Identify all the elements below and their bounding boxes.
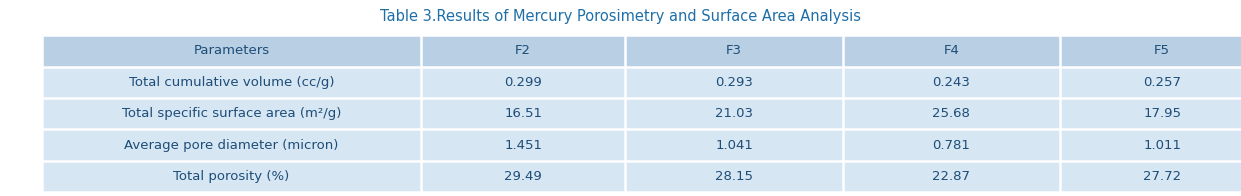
Bar <box>42 129 421 161</box>
Text: F4: F4 <box>943 44 959 57</box>
Bar <box>1060 98 1241 129</box>
Text: 16.51: 16.51 <box>504 107 542 120</box>
Bar <box>843 129 1060 161</box>
Text: 0.781: 0.781 <box>932 139 970 152</box>
Text: Table 3.Results of Mercury Porosimetry and Surface Area Analysis: Table 3.Results of Mercury Porosimetry a… <box>380 9 861 24</box>
Text: 25.68: 25.68 <box>932 107 970 120</box>
Text: 1.041: 1.041 <box>715 139 753 152</box>
Bar <box>42 67 421 98</box>
Text: 1.451: 1.451 <box>504 139 542 152</box>
Bar <box>625 161 843 192</box>
Text: Total cumulative volume (cc/g): Total cumulative volume (cc/g) <box>129 76 334 89</box>
Text: 0.257: 0.257 <box>1143 76 1181 89</box>
Bar <box>1060 67 1241 98</box>
Bar <box>421 35 625 67</box>
Text: 17.95: 17.95 <box>1143 107 1181 120</box>
Text: 0.243: 0.243 <box>932 76 970 89</box>
Text: F5: F5 <box>1154 44 1170 57</box>
Text: 29.49: 29.49 <box>504 170 542 183</box>
Text: Total specific surface area (m²/g): Total specific surface area (m²/g) <box>122 107 341 120</box>
Text: Total porosity (%): Total porosity (%) <box>174 170 289 183</box>
Bar <box>42 161 421 192</box>
Bar <box>1060 35 1241 67</box>
Bar <box>625 98 843 129</box>
Bar <box>421 161 625 192</box>
Text: Average pore diameter (micron): Average pore diameter (micron) <box>124 139 339 152</box>
Text: 21.03: 21.03 <box>715 107 753 120</box>
Bar <box>42 98 421 129</box>
Bar <box>421 129 625 161</box>
Bar <box>1060 161 1241 192</box>
Text: F2: F2 <box>515 44 531 57</box>
Bar <box>843 35 1060 67</box>
Bar <box>421 67 625 98</box>
Text: 28.15: 28.15 <box>715 170 753 183</box>
Bar <box>625 67 843 98</box>
Bar <box>625 35 843 67</box>
Bar <box>1060 129 1241 161</box>
Text: Parameters: Parameters <box>194 44 269 57</box>
Bar <box>843 98 1060 129</box>
Text: 1.011: 1.011 <box>1143 139 1181 152</box>
Bar <box>843 161 1060 192</box>
Text: 0.299: 0.299 <box>504 76 542 89</box>
Text: 22.87: 22.87 <box>932 170 970 183</box>
Text: 27.72: 27.72 <box>1143 170 1181 183</box>
Text: F3: F3 <box>726 44 742 57</box>
Bar <box>843 67 1060 98</box>
Bar <box>42 35 421 67</box>
Bar <box>421 98 625 129</box>
Text: 0.293: 0.293 <box>715 76 753 89</box>
Bar <box>625 129 843 161</box>
